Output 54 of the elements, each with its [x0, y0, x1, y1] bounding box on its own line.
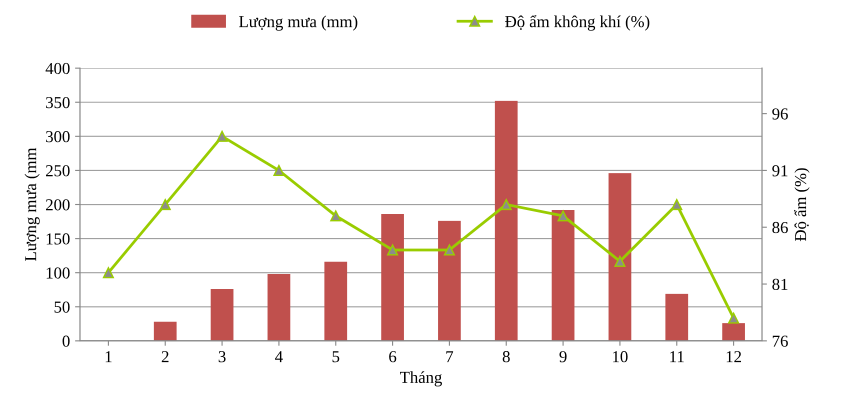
y-tick-label: 300 — [46, 131, 70, 142]
y-tick-label: 400 — [46, 62, 70, 74]
point — [102, 267, 114, 278]
y2-axis-title: Độ ẩm (%) — [794, 168, 810, 242]
point — [330, 210, 342, 222]
y-axis-title: Lượng mưa (mm — [24, 148, 40, 261]
x-tick-label: 12 — [726, 351, 742, 362]
x-tick-label: 4 — [275, 351, 283, 362]
x-tick-label: 3 — [218, 351, 226, 362]
y2-tick-label: 76 — [772, 336, 788, 347]
point — [500, 198, 512, 210]
x-tick-label: 2 — [162, 351, 168, 362]
point — [160, 198, 171, 210]
x-tick-label: 11 — [670, 351, 684, 362]
point — [216, 130, 228, 142]
x-tick-label: 9 — [559, 351, 567, 362]
x-tick-label: 1 — [106, 351, 112, 362]
legend-label: Lượng mưa (mm) — [239, 16, 358, 31]
x-tick-label: 10 — [613, 351, 628, 362]
point — [273, 164, 284, 176]
legend-label: Độ ẩm không khí (%) — [505, 15, 650, 31]
y-tick-label: 150 — [46, 233, 70, 245]
x-tick-label: 8 — [502, 351, 510, 362]
point — [387, 244, 398, 256]
x-axis-title: Tháng — [400, 371, 442, 386]
point — [728, 312, 740, 324]
bar — [438, 220, 461, 341]
bar — [552, 210, 574, 341]
y-tick-label: 50 — [54, 301, 70, 313]
y-tick-label: 200 — [46, 199, 70, 210]
point — [671, 198, 682, 210]
point — [558, 210, 569, 222]
y2-tick-label: 96 — [772, 108, 788, 120]
bar — [210, 289, 234, 341]
bar — [268, 274, 290, 341]
bar — [381, 214, 404, 341]
y-tick-label: 250 — [46, 165, 70, 176]
bar — [494, 100, 518, 341]
x-tick-label: 5 — [332, 351, 340, 362]
y2-tick-label: 86 — [772, 222, 788, 234]
y-tick-label: 0 — [62, 336, 70, 347]
bar — [154, 322, 177, 341]
bar — [608, 173, 632, 341]
bar — [324, 262, 348, 341]
point — [444, 244, 455, 256]
bar — [722, 323, 745, 341]
point — [614, 256, 626, 267]
y-tick-label: 350 — [46, 96, 70, 108]
x-tick-label: 7 — [446, 351, 454, 362]
bar — [665, 294, 688, 341]
x-tick-label: 6 — [389, 351, 396, 362]
y2-tick-label: 81 — [772, 278, 788, 290]
y2-tick-label: 91 — [772, 165, 788, 176]
y-tick-label: 100 — [46, 267, 70, 279]
